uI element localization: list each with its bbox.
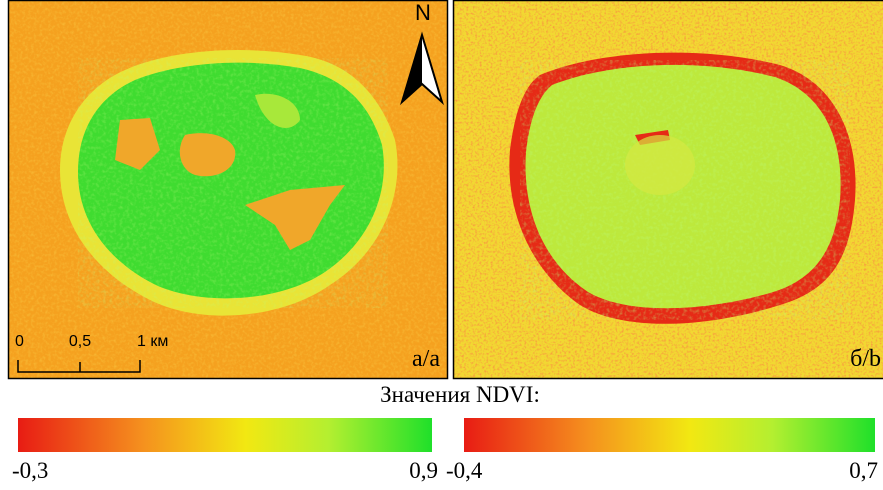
panel-label: а/a — [412, 346, 440, 372]
scale-label: 1 км — [137, 333, 168, 350]
legend-min: -0,3 — [12, 458, 48, 483]
figure: N 0 0,5 1 км а/a б/b Значения NDVI: -0,3… — [0, 0, 883, 490]
legend-title: Значения NDVI: — [380, 382, 540, 407]
scale-label: 0 — [15, 333, 24, 350]
scale-label: 0,5 — [69, 333, 91, 350]
map-panel-b — [454, 1, 883, 378]
legend-max: 0,9 — [409, 458, 438, 483]
color-bar — [18, 418, 432, 452]
color-bar — [464, 418, 875, 452]
legend-min: -0,4 — [446, 458, 483, 483]
legend-max: 0,7 — [849, 458, 878, 483]
panel-label: б/b — [850, 346, 881, 372]
north-label: N — [415, 0, 431, 25]
map-panel-a — [9, 1, 447, 378]
